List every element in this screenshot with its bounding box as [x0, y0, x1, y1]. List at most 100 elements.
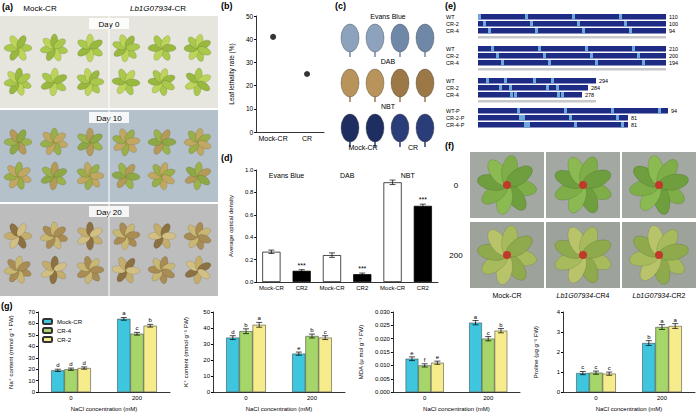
svg-text:NaCl concentration (mM): NaCl concentration (mM) — [596, 406, 663, 412]
svg-text:WT-P: WT-P — [446, 108, 460, 114]
svg-text:b: b — [647, 334, 651, 340]
svg-text:284: 284 — [591, 85, 600, 91]
svg-text:70: 70 — [28, 309, 35, 315]
svg-text:40: 40 — [203, 325, 210, 331]
svg-text:e: e — [410, 350, 414, 356]
svg-text:60: 60 — [28, 320, 35, 326]
svg-text:Mock-CR: Mock-CR — [319, 285, 345, 291]
svg-text:CR-2: CR-2 — [446, 85, 459, 91]
svg-text:200: 200 — [132, 395, 143, 401]
svg-text:CR-4-P: CR-4-P — [446, 122, 465, 128]
svg-text:(a): (a) — [2, 2, 13, 12]
svg-text:CR-2-P: CR-2-P — [446, 115, 465, 121]
svg-text:DAB: DAB — [381, 58, 396, 65]
svg-text:CR2: CR2 — [417, 285, 430, 291]
svg-text:c: c — [324, 329, 327, 335]
svg-text:CR-4: CR-4 — [57, 328, 72, 334]
svg-text:c: c — [487, 330, 490, 336]
svg-text:NBT: NBT — [381, 103, 396, 110]
svg-text:a: a — [674, 317, 678, 323]
svg-text:Mock-CR: Mock-CR — [259, 285, 285, 291]
svg-text:c: c — [595, 364, 598, 370]
svg-text:1.0: 1.0 — [245, 167, 254, 173]
svg-text:94: 94 — [671, 108, 677, 114]
svg-text:(c): (c) — [335, 1, 346, 11]
svg-text:110: 110 — [669, 14, 678, 20]
svg-text:200: 200 — [669, 53, 678, 59]
svg-text:294: 294 — [599, 78, 608, 84]
svg-text:b: b — [310, 327, 314, 333]
svg-text:0: 0 — [423, 395, 427, 401]
svg-text:0.005: 0.005 — [375, 376, 391, 382]
svg-text:10: 10 — [246, 105, 254, 112]
svg-text:0.025: 0.025 — [375, 322, 391, 328]
svg-text:d: d — [231, 329, 234, 335]
svg-text:DAB: DAB — [340, 172, 355, 179]
svg-text:0.6: 0.6 — [245, 212, 254, 218]
svg-text:(b): (b) — [221, 1, 233, 11]
svg-text:20: 20 — [246, 82, 254, 89]
svg-text:d: d — [83, 360, 86, 366]
svg-text:CR-4: CR-4 — [446, 28, 459, 34]
svg-text:0.8: 0.8 — [245, 189, 254, 195]
svg-text:0: 0 — [32, 389, 36, 395]
svg-text:0: 0 — [454, 181, 459, 190]
svg-text:1: 1 — [557, 369, 561, 375]
svg-text:0: 0 — [244, 395, 248, 401]
svg-text:e: e — [436, 354, 440, 360]
svg-text:30: 30 — [203, 341, 210, 347]
svg-text:CR-4: CR-4 — [446, 60, 459, 66]
svg-text:WT: WT — [446, 46, 455, 52]
svg-text:0: 0 — [250, 129, 254, 136]
svg-text:0.010: 0.010 — [375, 362, 391, 368]
svg-text:CR-2: CR-2 — [446, 21, 459, 27]
svg-text:200: 200 — [657, 395, 668, 401]
svg-text:(g): (g) — [1, 301, 13, 311]
svg-text:50: 50 — [246, 13, 254, 20]
svg-text:WT: WT — [446, 78, 455, 84]
svg-text:50: 50 — [203, 309, 210, 315]
svg-text:CR2: CR2 — [296, 285, 309, 291]
svg-text:Mock-CR: Mock-CR — [492, 292, 521, 299]
svg-text:Mock-CR: Mock-CR — [348, 144, 377, 151]
svg-text:Na⁺ content (mmol g⁻¹ FW): Na⁺ content (mmol g⁻¹ FW) — [8, 315, 14, 389]
svg-text:Mock-CR: Mock-CR — [380, 285, 406, 291]
svg-text:(e): (e) — [445, 1, 456, 11]
svg-text:0: 0 — [207, 389, 211, 395]
svg-text:20: 20 — [203, 357, 210, 363]
svg-text:81: 81 — [631, 115, 637, 121]
svg-text:3: 3 — [557, 329, 561, 335]
svg-text:210: 210 — [669, 46, 678, 52]
svg-text:0.030: 0.030 — [375, 309, 391, 315]
svg-text:c: c — [608, 365, 611, 371]
svg-text:Evans Blue: Evans Blue — [370, 13, 406, 20]
svg-text:Leaf lethality rate (%): Leaf lethality rate (%) — [228, 43, 236, 104]
svg-text:2: 2 — [557, 349, 561, 355]
svg-text:WT: WT — [446, 14, 455, 20]
svg-text:a: a — [258, 315, 262, 321]
svg-text:10: 10 — [28, 378, 35, 384]
svg-text:Lb1G07934-CR2: Lb1G07934-CR2 — [633, 292, 686, 299]
svg-text:CR: CR — [302, 135, 312, 142]
svg-text:***: *** — [298, 262, 306, 269]
svg-text:200: 200 — [449, 251, 463, 260]
svg-text:0.015: 0.015 — [375, 349, 391, 355]
svg-text:0.020: 0.020 — [375, 336, 391, 342]
svg-text:30: 30 — [28, 355, 35, 361]
svg-text:CR: CR — [408, 144, 418, 151]
svg-text:NaCl concentration (mM): NaCl concentration (mM) — [246, 406, 313, 412]
svg-text:(d): (d) — [221, 153, 233, 163]
svg-text:Mock-CR: Mock-CR — [57, 319, 83, 325]
svg-text:CR2: CR2 — [356, 285, 369, 291]
svg-text:4: 4 — [557, 309, 561, 315]
svg-text:10: 10 — [203, 373, 210, 379]
svg-text:40: 40 — [246, 36, 254, 43]
svg-text:CR-2: CR-2 — [446, 53, 459, 59]
svg-text:a: a — [122, 310, 126, 316]
svg-text:NaCl concentration (mM): NaCl concentration (mM) — [71, 406, 138, 412]
svg-text:30: 30 — [246, 59, 254, 66]
svg-text:0: 0 — [557, 389, 561, 395]
svg-text:NaCl concentration (mM): NaCl concentration (mM) — [423, 406, 490, 412]
svg-text:81: 81 — [631, 122, 637, 128]
svg-text:200: 200 — [307, 395, 318, 401]
